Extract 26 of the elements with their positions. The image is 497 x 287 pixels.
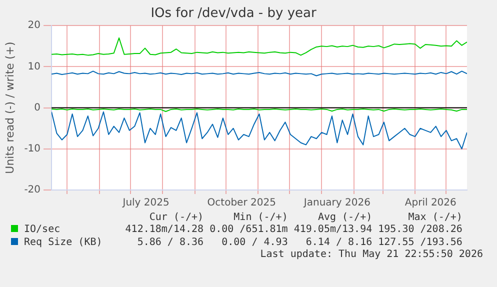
text: 412.18m/14.28 <box>124 223 205 236</box>
y-tick-label: 10 <box>28 61 41 72</box>
text: 127.55 /193.56 <box>377 236 464 249</box>
legend-label: Req Size (KB) <box>23 236 104 249</box>
text: Max (-/+) <box>407 212 464 223</box>
x-tick-label: January 2026 <box>302 198 370 209</box>
chart-title: IOs for /dev/vda - by year <box>150 6 317 22</box>
text: 5.86 / 8.36 <box>136 236 205 249</box>
x-tick-label: October 2025 <box>207 198 276 209</box>
text: 0.00 / 4.93 <box>220 236 289 249</box>
text: 419.05m/13.94 <box>292 223 374 236</box>
text: Avg (-/+) <box>316 212 374 223</box>
y-axis-title: Units read (-) / write (+) <box>3 42 16 174</box>
x-tick-label: April 2026 <box>404 198 456 209</box>
text: 0.00 /651.81m <box>208 223 289 236</box>
text: 195.30 /208.26 <box>377 223 464 236</box>
text: Min (-/+) <box>232 212 289 223</box>
y-tick-label: 0 <box>34 102 41 114</box>
text: 6.14 / 8.16 <box>304 236 374 249</box>
text: Cur (-/+) <box>148 212 205 223</box>
y-tick-label: 20 <box>28 20 41 32</box>
legend-label: IO/sec <box>23 223 62 236</box>
y-tick-label: -20 <box>24 184 41 196</box>
y-tick-label: -10 <box>24 143 41 154</box>
text: Last update: Thu May 21 22:55:50 2026 <box>259 249 484 260</box>
x-tick-label: July 2025 <box>122 198 170 209</box>
